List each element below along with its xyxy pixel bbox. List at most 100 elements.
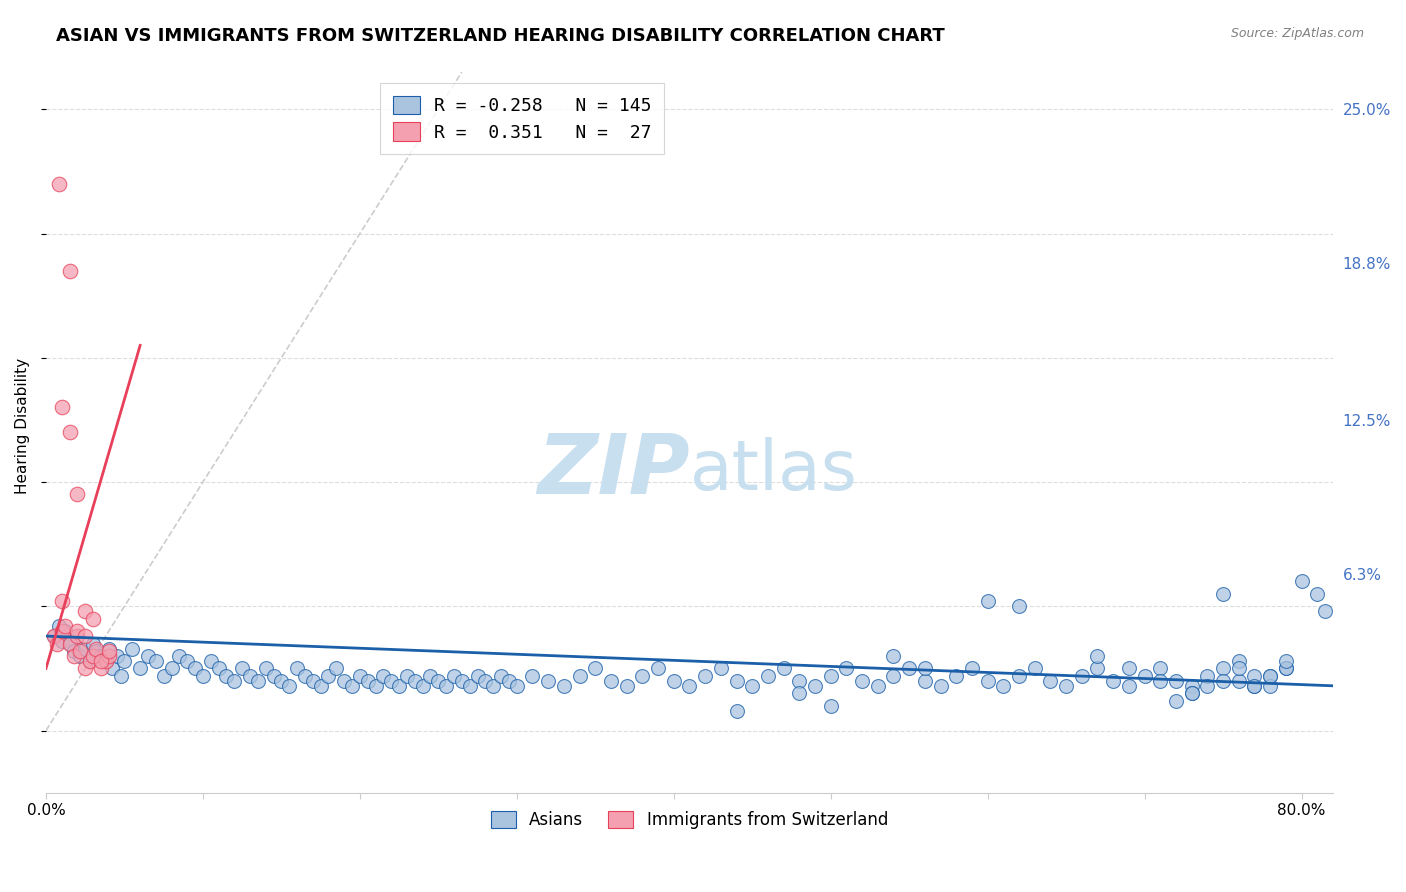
Point — [94, 654, 117, 668]
Point — [121, 641, 143, 656]
Point — [58, 636, 80, 650]
Point — [270, 673, 292, 688]
Point — [42, 629, 65, 643]
Point — [976, 594, 998, 608]
Point — [1275, 654, 1298, 668]
Point — [450, 673, 472, 688]
Point — [129, 661, 152, 675]
Point — [200, 654, 222, 668]
Point — [662, 673, 685, 688]
Point — [63, 644, 86, 658]
Point — [1039, 673, 1062, 688]
Point — [820, 669, 842, 683]
Point — [498, 673, 520, 688]
Point — [90, 661, 112, 675]
Point — [945, 669, 967, 683]
Point — [1243, 679, 1265, 693]
Point — [1087, 661, 1109, 675]
Point — [75, 629, 97, 643]
Point — [145, 654, 167, 668]
Point — [58, 636, 80, 650]
Point — [976, 673, 998, 688]
Point — [254, 661, 277, 675]
Point — [79, 654, 101, 668]
Point — [294, 669, 316, 683]
Point — [191, 669, 214, 683]
Point — [309, 679, 332, 693]
Point — [46, 636, 69, 650]
Point — [110, 669, 132, 683]
Point — [467, 669, 489, 683]
Point — [224, 673, 246, 688]
Point — [66, 629, 89, 643]
Point — [1181, 686, 1204, 700]
Point — [1306, 587, 1329, 601]
Point — [583, 661, 606, 675]
Point — [1212, 673, 1234, 688]
Point — [69, 648, 91, 663]
Point — [176, 654, 198, 668]
Point — [51, 634, 73, 648]
Point — [75, 641, 97, 656]
Point — [458, 679, 481, 693]
Point — [325, 661, 347, 675]
Text: Source: ZipAtlas.com: Source: ZipAtlas.com — [1230, 27, 1364, 40]
Point — [1258, 669, 1281, 683]
Point — [929, 679, 952, 693]
Point — [1181, 686, 1204, 700]
Text: atlas: atlas — [689, 436, 858, 504]
Point — [710, 661, 733, 675]
Point — [51, 624, 73, 639]
Point — [101, 661, 124, 675]
Point — [1118, 679, 1140, 693]
Point — [160, 661, 183, 675]
Point — [404, 673, 426, 688]
Point — [914, 661, 936, 675]
Point — [1227, 661, 1250, 675]
Text: ZIP: ZIP — [537, 430, 689, 510]
Point — [898, 661, 921, 675]
Point — [443, 669, 465, 683]
Point — [48, 177, 70, 191]
Point — [434, 679, 457, 693]
Point — [66, 629, 89, 643]
Point — [1227, 654, 1250, 668]
Point — [1149, 673, 1171, 688]
Point — [772, 661, 794, 675]
Point — [482, 679, 505, 693]
Point — [756, 669, 779, 683]
Point — [489, 669, 512, 683]
Point — [741, 679, 763, 693]
Point — [84, 641, 107, 656]
Point — [725, 673, 748, 688]
Point — [94, 654, 117, 668]
Point — [647, 661, 669, 675]
Point — [695, 669, 717, 683]
Point — [69, 644, 91, 658]
Point — [787, 686, 810, 700]
Point — [231, 661, 253, 675]
Point — [239, 669, 262, 683]
Point — [506, 679, 529, 693]
Point — [184, 661, 207, 675]
Point — [169, 648, 191, 663]
Point — [600, 673, 623, 688]
Point — [1258, 679, 1281, 693]
Point — [960, 661, 983, 675]
Point — [84, 644, 107, 658]
Point — [1243, 669, 1265, 683]
Point — [97, 644, 120, 658]
Point — [1275, 661, 1298, 675]
Point — [1197, 669, 1219, 683]
Point — [1181, 679, 1204, 693]
Point — [97, 641, 120, 656]
Point — [616, 679, 638, 693]
Point — [1087, 648, 1109, 663]
Point — [53, 624, 76, 639]
Point — [993, 679, 1015, 693]
Point — [388, 679, 411, 693]
Point — [1291, 574, 1313, 589]
Point — [1024, 661, 1046, 675]
Point — [136, 648, 159, 663]
Point — [522, 669, 544, 683]
